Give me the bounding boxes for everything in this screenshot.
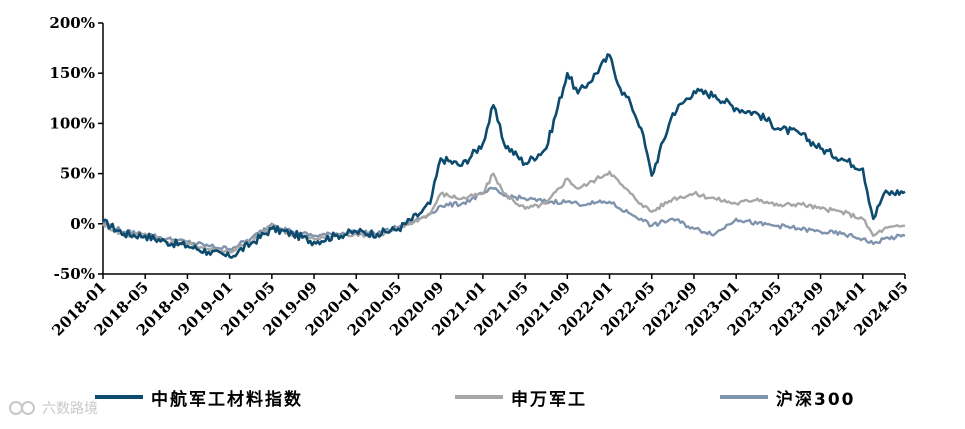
legend-swatch-series-1 xyxy=(95,395,143,399)
legend: 中航军工材料指数 申万军工 沪深300 xyxy=(0,380,965,414)
watermark-text: 六数路境 xyxy=(42,401,98,417)
y-tick-label: 100% xyxy=(49,114,95,132)
y-tick-label: 50% xyxy=(60,165,95,183)
y-tick-label: 200% xyxy=(49,14,95,32)
legend-label-series-1: 中航军工材料指数 xyxy=(151,389,303,410)
legend-label-series-3: 沪深300 xyxy=(776,389,856,410)
y-tick-label: 0% xyxy=(70,215,95,233)
series-line-2 xyxy=(102,170,905,254)
y-tick-label: -50% xyxy=(54,265,95,283)
watermark: 六数路境 xyxy=(8,398,98,418)
series-layer xyxy=(102,53,906,259)
legend-label-series-2: 申万军工 xyxy=(511,389,587,410)
legend-swatch-series-3 xyxy=(720,395,768,399)
legend-item-series-2: 申万军工 xyxy=(455,380,587,414)
legend-item-series-3: 沪深300 xyxy=(720,380,856,414)
x-axis: 2018-012018-052018-092019-012019-052019-… xyxy=(48,273,912,340)
series-line-1 xyxy=(102,53,906,259)
legend-swatch-series-2 xyxy=(455,395,503,399)
y-axis: -50% 0% 50% 100% 150% 200% xyxy=(49,14,104,283)
series-line-3 xyxy=(102,186,906,252)
watermark-logo-icon xyxy=(9,401,35,415)
legend-item-series-1: 中航军工材料指数 xyxy=(95,380,303,414)
y-tick-label: 150% xyxy=(49,64,95,82)
line-chart: -50% 0% 50% 100% 150% 200% 2018-012018-052018… xyxy=(48,14,912,340)
